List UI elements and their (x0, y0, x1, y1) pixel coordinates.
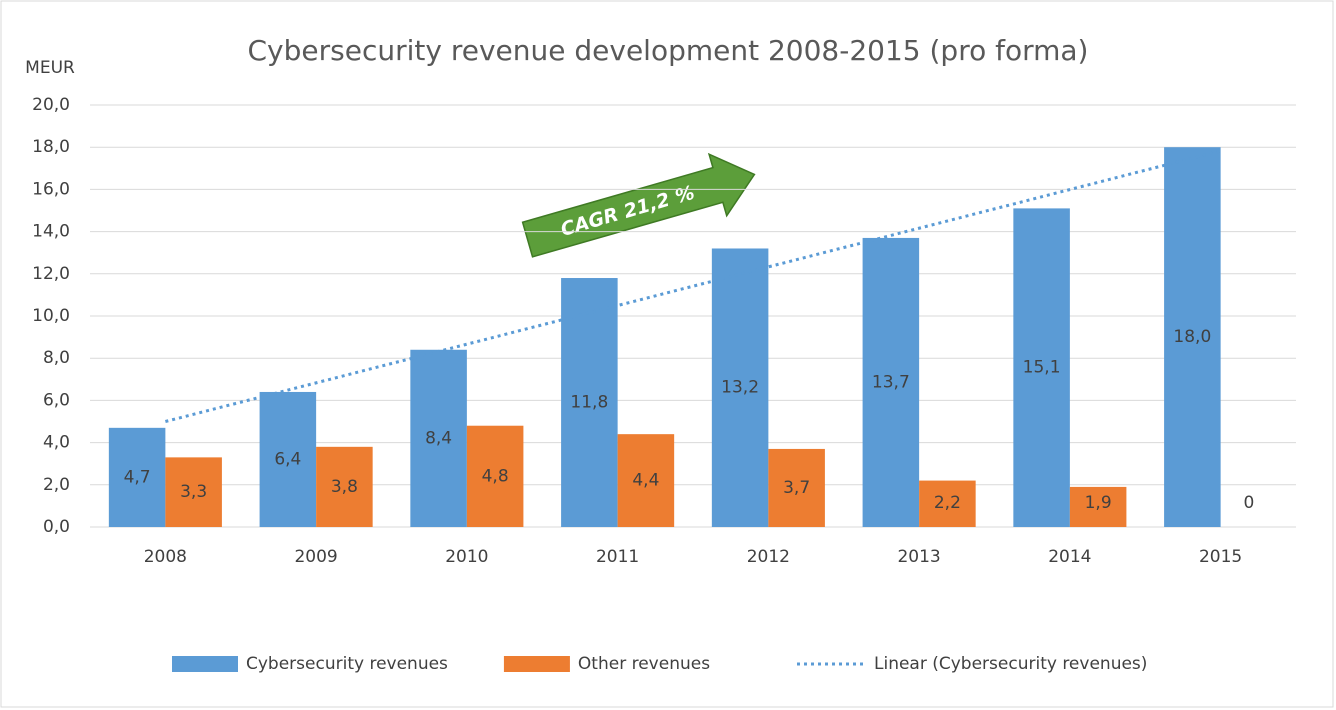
bar (1013, 208, 1070, 527)
data-label: 1,9 (1085, 493, 1112, 513)
y-tick-label: 10,0 (32, 306, 70, 326)
data-label: 4,7 (124, 467, 151, 487)
y-axis-label: MEUR (25, 58, 75, 78)
bar (108, 427, 166, 527)
data-label: 15,1 (1023, 358, 1061, 378)
bar (466, 425, 524, 527)
data-label: 8,4 (425, 428, 452, 448)
x-tick-label: 2011 (596, 547, 639, 567)
y-tick-label: 12,0 (32, 264, 70, 284)
legend-label: Linear (Cybersecurity revenues) (874, 654, 1147, 674)
data-label: 2,2 (934, 493, 961, 513)
y-tick-label: 0,0 (43, 517, 70, 537)
bar (768, 448, 825, 527)
y-tick-label: 14,0 (32, 222, 70, 242)
data-label: 13,7 (872, 372, 910, 392)
bar (711, 248, 769, 528)
data-label: 4,8 (482, 466, 509, 486)
bar (259, 391, 317, 527)
bar (410, 349, 467, 527)
x-tick-label: 2010 (445, 547, 488, 567)
x-tick-label: 2009 (294, 547, 337, 567)
data-label: 0 (1243, 493, 1254, 513)
y-tick-label: 16,0 (32, 179, 70, 199)
x-tick-label: 2008 (144, 547, 187, 567)
x-tick-label: 2015 (1199, 547, 1242, 567)
data-label: 13,2 (721, 378, 759, 398)
data-label: 18,0 (1173, 327, 1211, 347)
chart-title: Cybersecurity revenue development 2008-2… (248, 34, 1089, 67)
bar (919, 480, 976, 527)
data-label: 6,4 (274, 449, 301, 469)
bar (862, 237, 920, 527)
x-tick-label: 2012 (747, 547, 790, 567)
bar (561, 278, 618, 527)
data-label: 11,8 (570, 393, 608, 413)
data-label: 3,8 (331, 477, 358, 497)
data-label: 3,7 (783, 478, 810, 498)
x-tick-label: 2014 (1048, 547, 1091, 567)
y-tick-label: 8,0 (43, 348, 70, 368)
data-label: 3,3 (180, 482, 207, 502)
y-tick-label: 20,0 (32, 95, 70, 115)
y-tick-label: 4,0 (43, 433, 70, 453)
bar (1069, 486, 1127, 527)
x-tick-label: 2013 (897, 547, 940, 567)
y-tick-label: 6,0 (43, 390, 70, 410)
bar (165, 457, 222, 527)
bar (617, 434, 675, 527)
legend-swatch (503, 656, 570, 672)
data-label: 4,4 (632, 471, 659, 491)
bar (316, 446, 373, 527)
legend-label: Other revenues (578, 654, 710, 674)
bar (1164, 147, 1221, 527)
legend-swatch (172, 656, 238, 672)
legend-label: Cybersecurity revenues (246, 654, 448, 674)
y-tick-label: 18,0 (32, 137, 70, 157)
y-tick-label: 2,0 (43, 475, 70, 495)
